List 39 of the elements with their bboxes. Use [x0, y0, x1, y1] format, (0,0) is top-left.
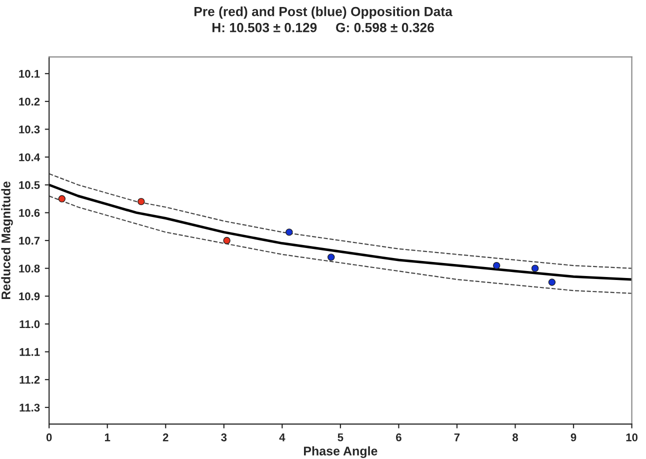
y-tick-label: 11.1: [20, 348, 40, 356]
y-tick-label: 10.8: [19, 264, 40, 272]
y-tick-label: 10.4: [19, 153, 40, 162]
y-tick-label: 10.3: [19, 126, 40, 134]
point: [492, 262, 500, 270]
x-tick-label: 7: [454, 434, 460, 442]
x-tick-label: 9: [570, 433, 576, 442]
x-tick-label: 10: [626, 433, 638, 442]
line-series: [49, 173, 632, 269]
chart-title: Pre (red) and Post (blue) Opposition Data: [194, 6, 452, 19]
line-series: [49, 195, 632, 294]
x-tick-label: 3: [221, 433, 227, 442]
x-tick-label: 6: [396, 433, 402, 442]
point: [223, 236, 230, 244]
x-tick-label: 2: [162, 433, 168, 442]
chart-subtitle: H: 10.503 ± 0.129 G: 0.598 ± 0.326: [212, 22, 434, 32]
point: [531, 264, 539, 272]
x-axis-title: Phase Angle: [304, 446, 378, 458]
y-tick-label: 10.1: [19, 70, 40, 78]
x-tick-label: 0: [46, 433, 52, 442]
y-tick-label: 10.7: [19, 236, 40, 245]
point: [286, 228, 293, 236]
y-tick-label: 11.2: [20, 376, 40, 384]
y-tick-label: 10.5: [19, 181, 40, 190]
point: [58, 195, 66, 202]
y-tick-label: 11.0: [20, 320, 40, 328]
y-tick-label: 10.2: [19, 98, 40, 106]
x-tick-label: 8: [512, 433, 518, 442]
y-tick-label: 10.9: [19, 292, 40, 300]
y-tick-label: 10.6: [19, 208, 40, 217]
point: [328, 254, 335, 261]
point: [548, 278, 556, 286]
y-tick-label: 11.3: [20, 404, 40, 412]
x-tick-label: 4: [279, 434, 286, 442]
line-series: [49, 184, 632, 281]
x-tick-label: 1: [104, 434, 110, 442]
point: [138, 198, 145, 206]
x-tick-label: 5: [338, 434, 344, 442]
y-axis-title: Reduced Magnitude: [1, 182, 13, 300]
